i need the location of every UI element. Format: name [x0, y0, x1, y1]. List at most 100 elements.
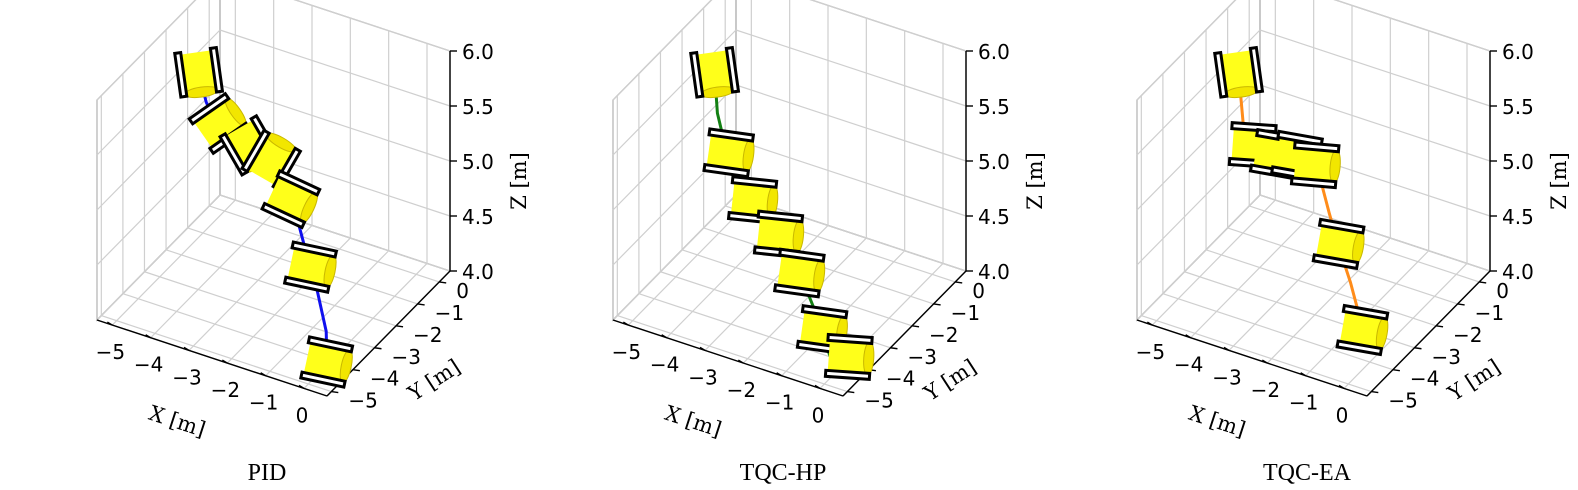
- x-tick-label: −3: [688, 365, 717, 389]
- y-tick-label: −5: [864, 389, 893, 413]
- y-tick-mark: [395, 325, 404, 328]
- x-tick-label: 0: [296, 403, 309, 427]
- z-tick-label: 4.5: [978, 205, 1010, 229]
- x-tick-mark: [145, 334, 152, 339]
- z-tick-label: 6.0: [462, 40, 494, 64]
- x-tick-mark: [260, 372, 267, 377]
- y-tick-mark: [374, 347, 382, 350]
- y-tick-mark: [1435, 325, 1444, 328]
- y-tick-label: −3: [1431, 345, 1460, 369]
- x-tick-mark: [622, 321, 629, 326]
- subplot-0: −5−4−3−2−100−1−2−3−4−54.04.55.05.56.0X […: [96, 0, 531, 486]
- z-tick-label: 4.0: [978, 260, 1010, 284]
- x-tick-mark: [1146, 321, 1153, 326]
- x-tick-label: −5: [1136, 340, 1165, 364]
- x-tick-label: −4: [1174, 353, 1203, 377]
- gridline-z-side: [1136, 29, 1261, 156]
- x-tick-mark: [737, 359, 744, 364]
- drone-marker: [173, 45, 225, 99]
- y-tick-label: 0: [456, 279, 469, 303]
- gridline-z-back: [1259, 29, 1491, 107]
- gridline-z-side: [96, 194, 221, 321]
- z-tick-label: 5.0: [1502, 150, 1534, 174]
- drone-marker: [689, 45, 741, 99]
- gridline-z-side: [96, 84, 221, 211]
- gridline-z-back: [219, 84, 451, 162]
- y-tick-mark: [847, 390, 855, 394]
- y-tick-label: 0: [1496, 279, 1509, 303]
- y-tick-mark: [911, 325, 920, 328]
- subplot-1: −5−4−3−2−100−1−2−3−4−54.04.55.05.56.0X […: [612, 0, 1047, 486]
- x-tick-mark: [183, 346, 190, 352]
- z-tick-label: 4.5: [1502, 205, 1534, 229]
- subplot-2: −5−4−3−2−100−1−2−3−4−54.04.55.05.56.0X […: [1136, 0, 1571, 486]
- gridline-z-back: [219, 29, 451, 107]
- x-tick-mark: [814, 384, 821, 390]
- drone-marker: [1311, 217, 1366, 271]
- y-tick-label: −2: [1453, 323, 1482, 347]
- gridline-y-floor: [165, 249, 397, 327]
- y-tick-label: −3: [391, 345, 420, 369]
- x-axis-label: X [m]: [146, 401, 209, 442]
- x-tick-label: 0: [812, 403, 825, 427]
- z-tick-label: 5.0: [978, 150, 1010, 174]
- y-tick-label: −4: [370, 367, 399, 391]
- x-tick-label: 0: [1336, 403, 1349, 427]
- x-tick-label: −1: [1289, 391, 1318, 415]
- z-tick-label: 5.5: [978, 95, 1010, 119]
- gridline-y-floor: [209, 205, 440, 283]
- y-tick-mark: [417, 303, 425, 306]
- drone-marker: [299, 335, 355, 389]
- gridline-x-floor: [1343, 262, 1468, 389]
- z-tick-label: 4.5: [462, 205, 494, 229]
- x-tick-mark: [1261, 359, 1268, 364]
- y-tick-label: 0: [972, 279, 985, 303]
- y-tick-mark: [439, 281, 447, 284]
- drone-marker: [260, 168, 322, 230]
- x-tick-mark: [1338, 384, 1345, 390]
- gridline-x-floor: [627, 199, 752, 326]
- y-tick-mark: [890, 347, 898, 350]
- subplot-caption: TQC-HP: [740, 460, 827, 486]
- x-tick-mark: [1223, 346, 1230, 352]
- x-tick-label: −5: [96, 340, 125, 364]
- gridline-x-floor: [704, 224, 829, 351]
- z-tick-label: 5.5: [1502, 95, 1534, 119]
- drone-marker: [823, 332, 875, 381]
- y-tick-mark: [1392, 368, 1400, 372]
- drone-marker: [772, 247, 826, 299]
- drone-marker: [1289, 140, 1341, 190]
- subplot-caption: PID: [248, 460, 287, 486]
- gridline-z-back: [1333, 0, 1491, 52]
- gridline-z-side: [612, 29, 737, 156]
- gridline-z-side: [96, 29, 221, 156]
- x-tick-mark: [298, 384, 305, 390]
- y-tick-mark: [352, 368, 360, 372]
- gridline-x-floor: [1190, 212, 1315, 339]
- gridline-z-back: [1259, 84, 1491, 162]
- y-axis-line: [1366, 270, 1491, 397]
- x-tick-mark: [1185, 334, 1192, 339]
- drone-marker: [702, 127, 756, 179]
- z-tick-label: 4.0: [462, 260, 494, 284]
- gridline-z-back: [293, 0, 451, 52]
- x-tick-mark: [661, 334, 668, 339]
- y-tick-mark: [1414, 347, 1422, 350]
- z-tick-label: 5.5: [462, 95, 494, 119]
- x-tick-label: −4: [650, 353, 679, 377]
- drone-marker: [282, 240, 339, 294]
- gridline-z-side: [612, 0, 713, 101]
- x-tick-mark: [776, 372, 783, 377]
- x-axis-line: [96, 319, 328, 397]
- y-tick-mark: [1371, 390, 1379, 394]
- gridline-y-floor: [1205, 249, 1437, 327]
- gridline-x-floor: [265, 250, 390, 377]
- drone-marker: [726, 175, 779, 225]
- y-tick-label: −1: [1475, 301, 1504, 325]
- x-axis-line: [1136, 319, 1368, 397]
- x-tick-mark: [699, 346, 706, 352]
- x-tick-mark: [1300, 372, 1307, 377]
- drone-marker: [1335, 303, 1390, 357]
- x-tick-label: −1: [765, 391, 794, 415]
- gridline-z-back: [735, 29, 967, 107]
